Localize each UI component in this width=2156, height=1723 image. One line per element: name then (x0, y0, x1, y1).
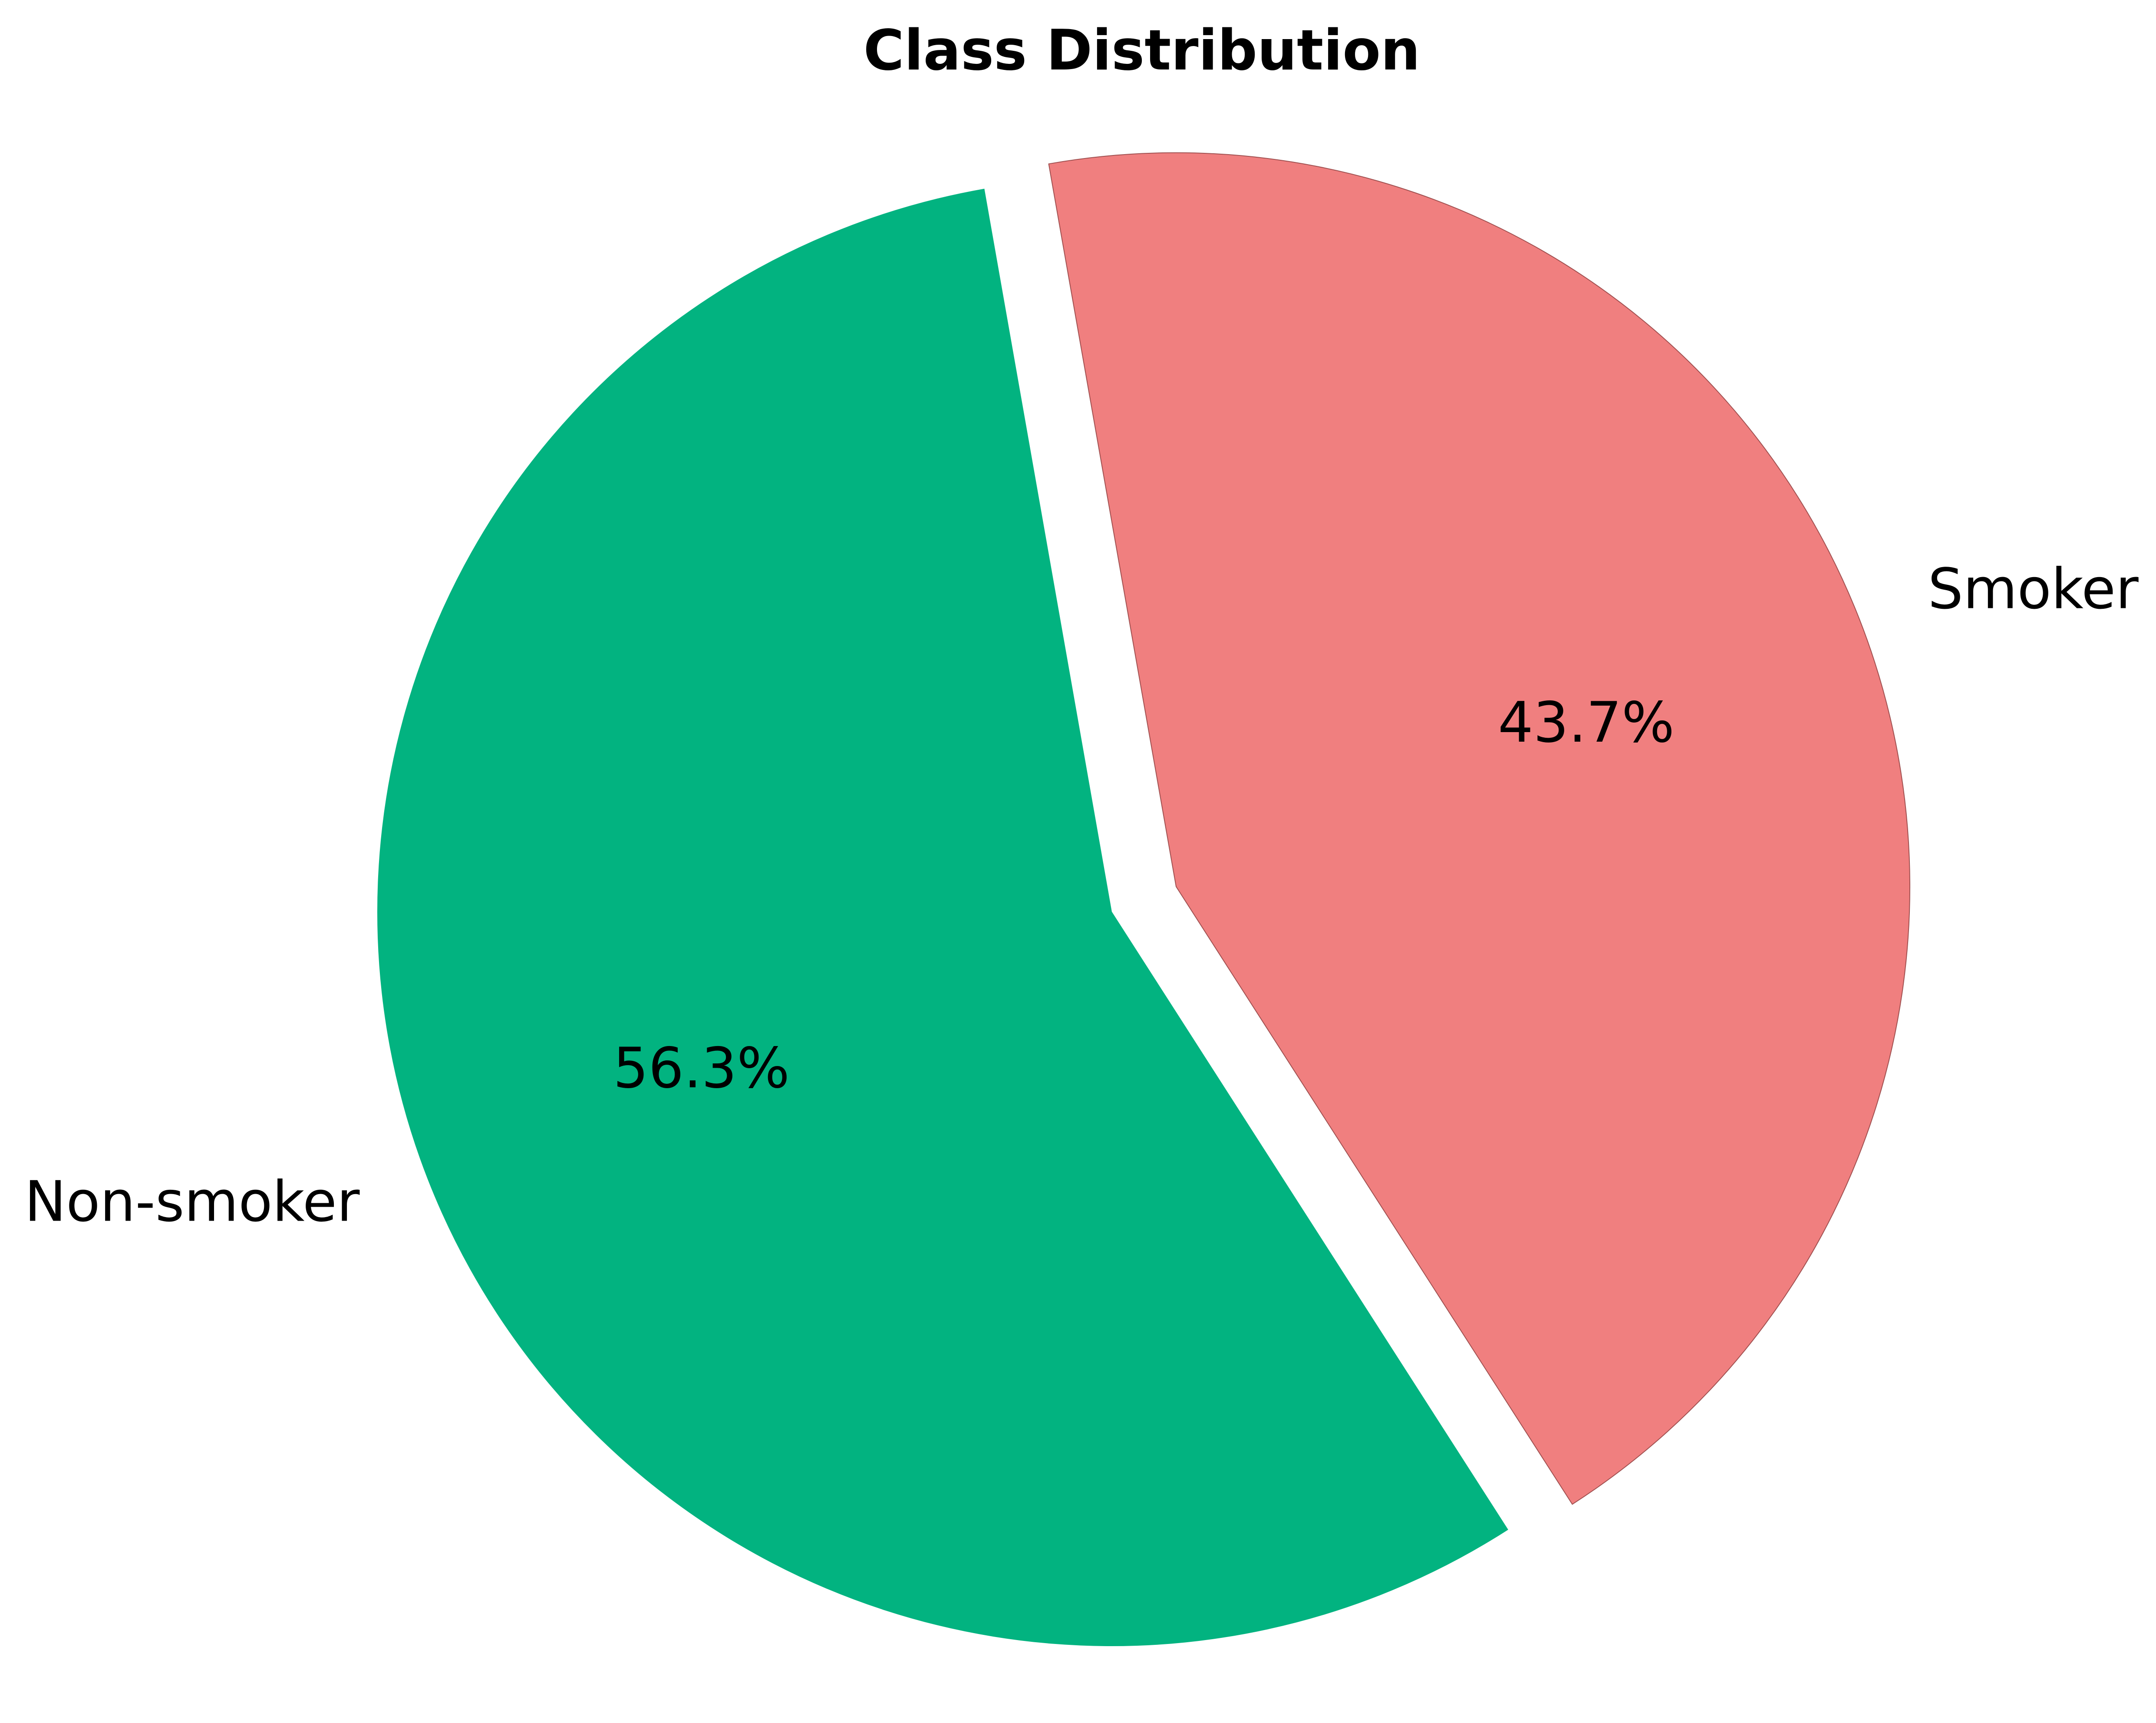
pie-slices (377, 152, 1910, 1646)
pie-percent-label: 56.3% (613, 1036, 790, 1101)
pie-category-label: Smoker (1928, 557, 2139, 621)
pie-category-label: Non-smoker (24, 1170, 359, 1234)
pie-slice-non-smoker (377, 188, 1508, 1646)
pie-labels: 56.3% Non-smoker 43.7% Smoker (24, 557, 2139, 1234)
pie-percent-label: 43.7% (1498, 690, 1675, 755)
pie-slice-smoker (1048, 152, 1910, 1505)
chart-title: Class Distribution (864, 18, 1421, 83)
